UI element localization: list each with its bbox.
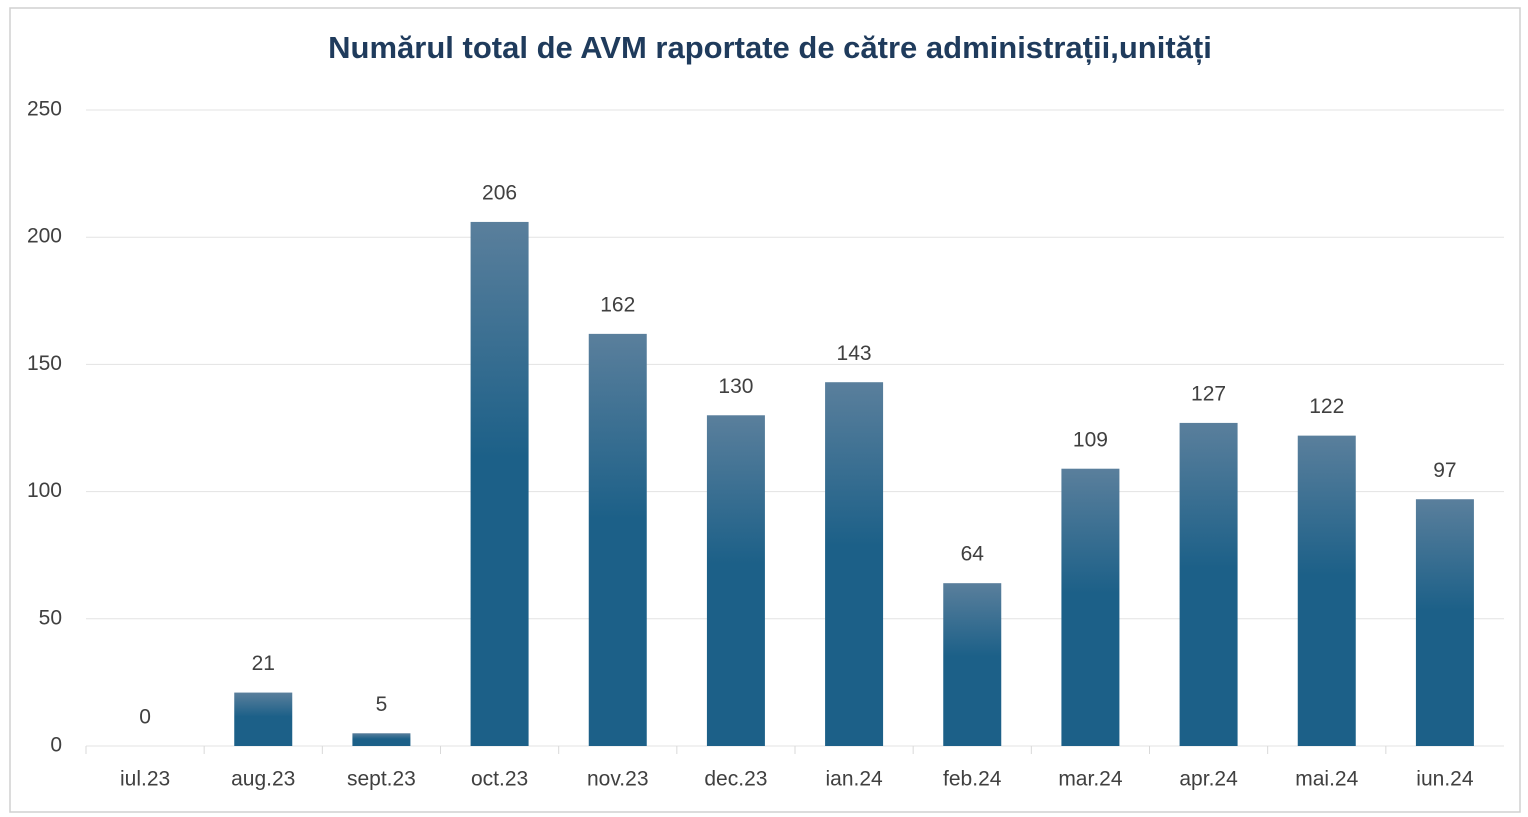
- bar: [1179, 422, 1238, 746]
- x-tick-label: ian.24: [825, 768, 883, 791]
- y-tick-label: 150: [27, 352, 62, 375]
- y-tick-label: 100: [27, 479, 62, 502]
- bar: [588, 333, 647, 746]
- x-tick-label: sept.23: [347, 768, 416, 791]
- value-label: 5: [376, 693, 388, 716]
- bar: [352, 733, 411, 746]
- bar: [1297, 435, 1356, 746]
- bar: [1415, 499, 1474, 746]
- value-label: 21: [252, 652, 275, 675]
- bar: [470, 221, 529, 746]
- bar: [706, 415, 765, 746]
- x-tick-label: iul.23: [120, 768, 170, 791]
- value-label: 162: [600, 293, 635, 316]
- value-label: 64: [961, 543, 985, 566]
- y-tick-label: 200: [27, 225, 62, 248]
- x-tick-label: dec.23: [704, 768, 767, 791]
- bar: [1061, 468, 1120, 746]
- bar: [943, 583, 1002, 746]
- x-tick-label: mar.24: [1058, 768, 1123, 791]
- value-label: 127: [1191, 382, 1226, 405]
- x-tick-label: apr.24: [1179, 768, 1238, 791]
- x-tick-label: feb.24: [943, 768, 1002, 791]
- value-label: 109: [1073, 428, 1108, 451]
- value-label: 122: [1309, 395, 1344, 418]
- value-label: 206: [482, 181, 517, 204]
- value-label: 130: [718, 375, 753, 398]
- chart-title: Numărul total de AVM raportate de către …: [328, 30, 1212, 65]
- x-tick-label: mai.24: [1295, 768, 1358, 791]
- bar: [825, 382, 884, 746]
- value-label: 143: [837, 342, 872, 365]
- value-label: 97: [1433, 459, 1456, 482]
- y-tick-label: 0: [50, 734, 62, 757]
- x-tick-label: iun.24: [1416, 768, 1474, 791]
- y-tick-label: 250: [27, 98, 62, 121]
- x-tick-label: nov.23: [587, 768, 649, 791]
- chart-frame: [9, 7, 1521, 813]
- bar: [234, 692, 293, 746]
- x-tick-label: aug.23: [231, 768, 295, 791]
- y-tick-label: 50: [39, 606, 62, 629]
- value-label: 0: [139, 706, 151, 729]
- x-tick-label: oct.23: [471, 768, 528, 791]
